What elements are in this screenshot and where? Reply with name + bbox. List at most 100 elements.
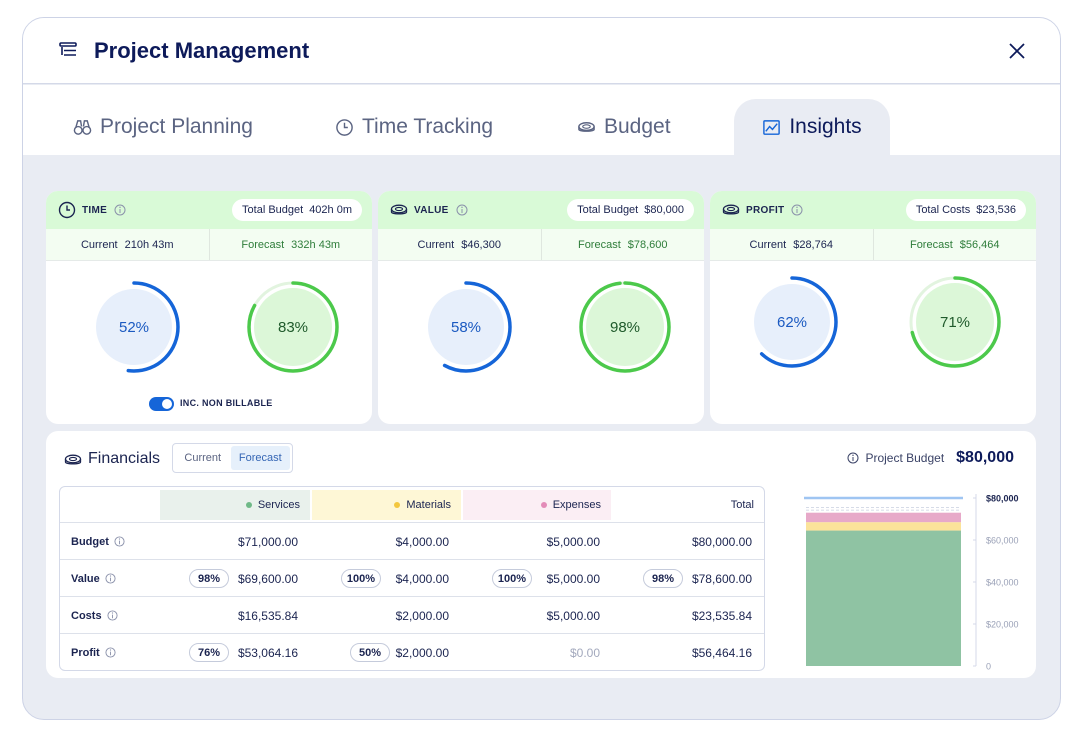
non-billable-toggle[interactable] [149,397,174,411]
row-label-text: Profit [71,647,100,659]
time-current-gauge: 52% [84,277,184,377]
chart-icon [762,118,781,137]
financials-table: Services Materials Expenses Total Budget… [59,486,765,671]
stack-segment-services[interactable] [806,531,961,666]
financials-panel: Financials Current Forecast Project Budg… [46,431,1036,678]
table-row-budget: Budget $71,000.00 $4,000.00 $5,000.00 $8… [60,522,764,559]
gauge-percent: 71% [940,314,970,331]
value-total: $78,600.00 [692,560,752,597]
stack-segment-materials[interactable] [806,522,961,530]
profit-materials: $2,000.00 [396,634,449,671]
table-row-profit: Profit 76% $53,064.16 50% $2,000.00 $0.0… [60,633,764,670]
costs-expenses: $5,000.00 [547,597,600,634]
time-forecast-gauge: 83% [243,277,343,377]
column-label: Materials [406,499,451,511]
profit-services: $53,064.16 [238,634,298,671]
time-card: TIME Total Budget402h 0m Current210h 43m… [46,191,372,424]
row-label-text: Costs [71,610,102,622]
y-tick-label: 0 [986,662,991,672]
card-header: TIME Total Budget402h 0m [46,191,372,229]
tab-time-tracking[interactable]: Time Tracking [335,99,493,155]
toggle-label: INC. NON BILLABLE [180,398,273,408]
tab-label: Insights [789,115,861,139]
total-budget-pill: Total Budget402h 0m [232,199,362,221]
segment-current[interactable]: Current [175,446,231,470]
current-forecast-row: Current$28,764 Forecast $56,464 [710,229,1036,261]
table-row-value: Value 98% $69,600.00 100% $4,000.00 100%… [60,559,764,596]
column-header-expenses: Expenses [463,490,611,520]
value-current-gauge: 58% [416,277,516,377]
card-header: VALUE Total Budget$80,000 [378,191,704,229]
segment-forecast[interactable]: Forecast [231,446,290,470]
y-tick-label: $80,000 [986,494,1019,504]
card-header: PROFIT Total Costs $23,536 [710,191,1036,229]
costs-services: $16,535.84 [238,597,298,634]
tab-project-planning[interactable]: Project Planning [73,99,253,155]
forecast-cell: Forecast $56,464 [873,229,1037,260]
current-label: Current [418,239,455,251]
costs-total: $23,535.84 [692,597,752,634]
info-icon[interactable] [114,536,125,547]
stack-segment-expenses[interactable] [806,513,961,522]
current-cell: Current210h 43m [46,229,209,260]
pill-label: Total Costs [916,204,970,216]
coins-icon [722,201,740,219]
value-card: VALUE Total Budget$80,000 Current$46,300… [378,191,704,424]
row-label: Value [71,560,116,597]
forecast-label: Forecast [910,239,953,251]
profit-materials-badge: 50% [350,643,390,662]
budget-stacked-chart: $80,000$60,000$40,000$20,0000 [786,486,1026,676]
current-cell: Current$46,300 [378,229,541,260]
column-header-total: Total [613,490,764,520]
services-dot [246,502,252,508]
profit-expenses: $0.00 [570,634,600,671]
gauge-percent: 58% [451,319,481,336]
y-tick-label: $20,000 [986,620,1019,630]
window-header: Project Management [23,18,1060,84]
close-icon[interactable] [1008,42,1026,60]
forecast-label: Forecast [241,239,284,251]
forecast-cell: Forecast$78,600 [541,229,705,260]
budget-materials: $4,000.00 [396,523,449,560]
forecast-value: $56,464 [960,239,1000,251]
gauge-percent: 52% [119,319,149,336]
financials-title: Financials [88,450,160,468]
pill-value: $23,536 [976,204,1016,216]
y-tick-label: $60,000 [986,536,1019,546]
row-label: Costs [71,597,118,634]
tab-insights[interactable]: Insights [734,99,890,155]
current-forecast-row: Current$46,300 Forecast$78,600 [378,229,704,261]
info-icon[interactable] [105,647,116,658]
info-icon[interactable] [114,204,126,216]
info-icon[interactable] [847,452,859,464]
clock-icon [335,118,354,137]
info-icon[interactable] [456,204,468,216]
project-budget: Project Budget $80,000 [847,449,1014,467]
column-label: Total [731,499,754,511]
tab-bar: Project Planning Time Tracking Budget In… [23,85,1060,155]
info-icon[interactable] [107,610,118,621]
tab-label: Budget [604,115,671,139]
current-cell: Current$28,764 [710,229,873,260]
tab-label: Project Planning [100,115,253,139]
row-label: Profit [71,634,116,671]
clock-icon [58,201,76,219]
current-value: $28,764 [793,239,833,251]
column-header-services: Services [160,490,310,520]
budget-total: $80,000.00 [692,523,752,560]
costs-materials: $2,000.00 [396,597,449,634]
value-expenses: $5,000.00 [547,560,600,597]
card-label: PROFIT [746,205,784,216]
info-icon[interactable] [791,204,803,216]
info-icon[interactable] [105,573,116,584]
profit-services-badge: 76% [189,643,229,662]
gauge-percent: 98% [610,319,640,336]
card-label: VALUE [414,205,449,216]
current-forecast-row: Current210h 43m Forecast332h 43m [46,229,372,261]
window-title: Project Management [94,38,309,64]
profit-forecast-gauge: 71% [905,272,1005,372]
gauge-percent: 83% [278,319,308,336]
project-budget-label: Project Budget [865,451,944,465]
tab-budget[interactable]: Budget [577,99,671,155]
coins-icon [577,118,596,137]
